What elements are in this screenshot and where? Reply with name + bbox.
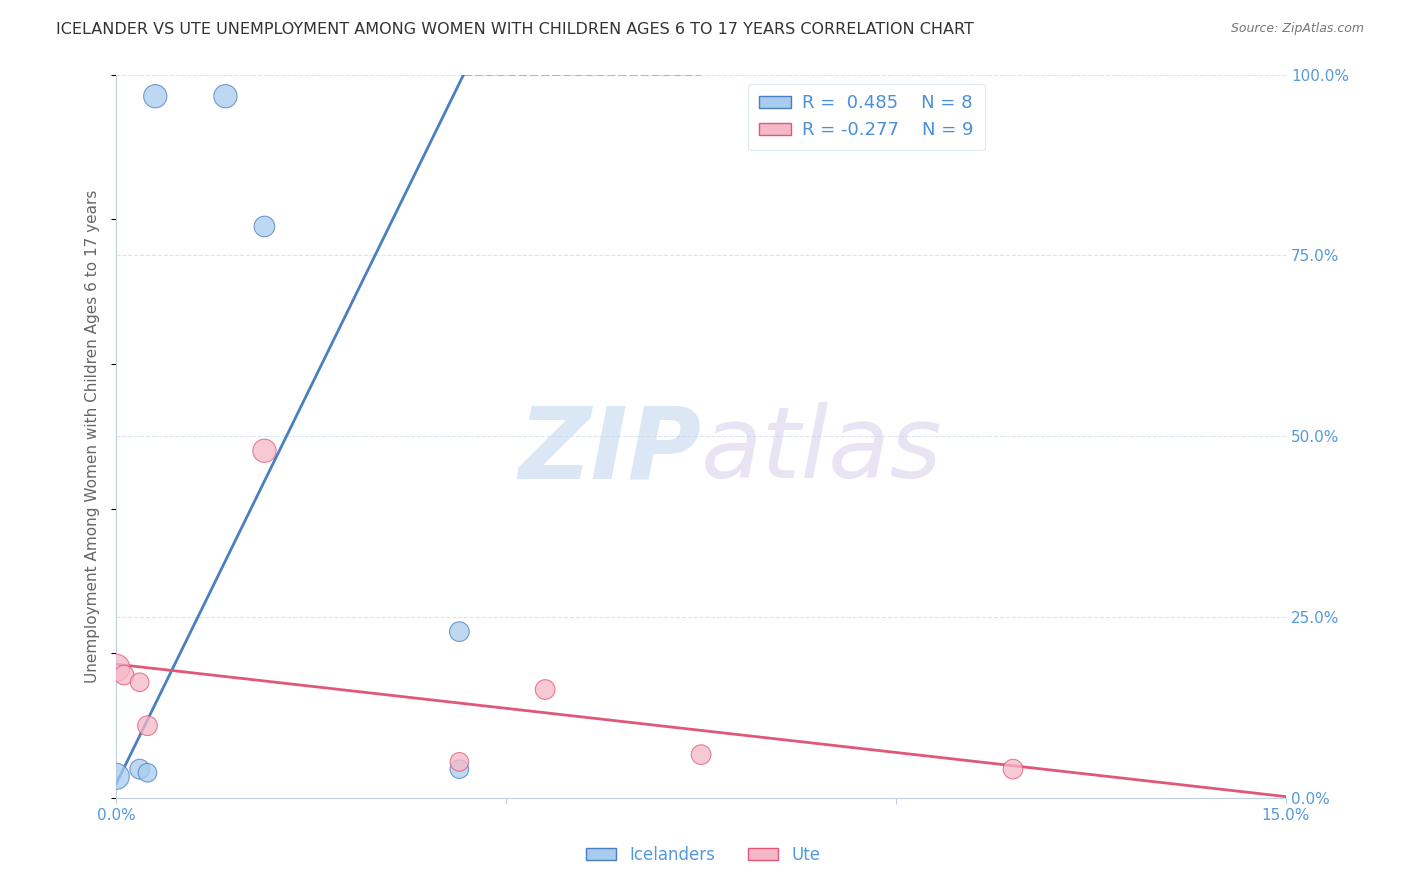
Point	[136, 765, 159, 780]
Text: ICELANDER VS UTE UNEMPLOYMENT AMONG WOMEN WITH CHILDREN AGES 6 TO 17 YEARS CORRE: ICELANDER VS UTE UNEMPLOYMENT AMONG WOME…	[56, 22, 974, 37]
Point	[449, 755, 471, 769]
Point	[136, 719, 159, 733]
Point	[105, 769, 128, 783]
Point	[253, 443, 276, 458]
Point	[690, 747, 713, 762]
Text: ZIP: ZIP	[519, 402, 702, 500]
Point	[1002, 762, 1025, 776]
Point	[112, 668, 135, 682]
Text: Source: ZipAtlas.com: Source: ZipAtlas.com	[1230, 22, 1364, 36]
Point	[253, 219, 276, 234]
Point	[214, 89, 236, 103]
Point	[449, 624, 471, 639]
Point	[449, 762, 471, 776]
Point	[128, 762, 150, 776]
Legend: Icelanders, Ute: Icelanders, Ute	[579, 839, 827, 871]
Point	[128, 675, 150, 690]
Point	[534, 682, 557, 697]
Legend: R =  0.485    N = 8, R = -0.277    N = 9: R = 0.485 N = 8, R = -0.277 N = 9	[748, 84, 984, 150]
Point	[105, 661, 128, 675]
Point	[143, 89, 166, 103]
Y-axis label: Unemployment Among Women with Children Ages 6 to 17 years: Unemployment Among Women with Children A…	[86, 190, 100, 683]
Text: atlas: atlas	[702, 402, 943, 500]
